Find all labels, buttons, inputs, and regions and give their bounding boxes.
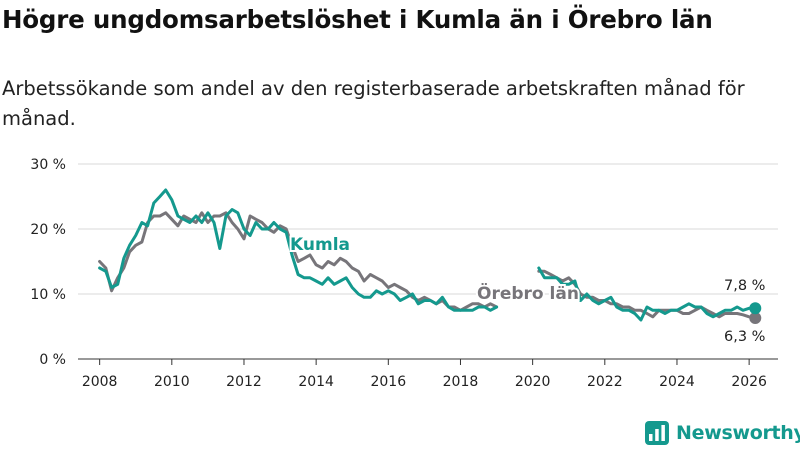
y-tick-label: 20 %	[30, 222, 66, 238]
series-lines	[98, 188, 762, 325]
x-tick-label: 2010	[154, 374, 190, 390]
end-value-orebro-lan: 6,3 %	[724, 329, 765, 345]
x-tick-label: 2008	[82, 374, 118, 390]
y-tick-label: 0 %	[39, 352, 66, 368]
x-axis: 2008 2010 2012 2014 2016 2018 2020 2022 2024 2026	[78, 358, 778, 390]
newsworthy-logo: Newsworthy	[645, 420, 800, 446]
end-point-orebro-lan	[749, 312, 762, 325]
x-tick-label: 2020	[515, 374, 551, 390]
x-tick-label: 2014	[298, 374, 334, 390]
y-tick-label: 30 %	[30, 157, 66, 173]
line-chart: 0 % 10 % 20 % 30 % 2008 2010 2012 2014 2016 2018…	[30, 157, 778, 390]
chart-title: Högre ungdomsarbetslöshet i Kumla än i Ö…	[2, 5, 713, 34]
y-axis-ticks: 0 % 10 % 20 % 30 %	[30, 157, 66, 368]
brand-name: Newsworthy	[676, 422, 800, 444]
x-tick-label: 2018	[443, 374, 479, 390]
x-tick-label: 2022	[587, 374, 623, 390]
series-labels: Örebro län Kumla 7,8 % 6,3 %	[288, 233, 765, 345]
chart-subtitle: Arbetssökande som andel av den registerb…	[2, 77, 745, 130]
series-label-orebro-lan: Örebro län	[477, 282, 579, 304]
x-tick-label: 2024	[659, 374, 695, 390]
x-tick-label: 2026	[731, 374, 767, 390]
gridlines	[78, 163, 778, 295]
x-tick-label: 2016	[370, 374, 406, 390]
series-label-kumla: Kumla	[290, 235, 350, 255]
newsworthy-logo-icon	[645, 421, 669, 445]
y-tick-label: 10 %	[30, 287, 66, 303]
series-line-kumla	[98, 188, 757, 322]
end-value-kumla: 7,8 %	[724, 278, 765, 294]
end-point-kumla	[749, 302, 762, 315]
x-tick-label: 2012	[226, 374, 262, 390]
